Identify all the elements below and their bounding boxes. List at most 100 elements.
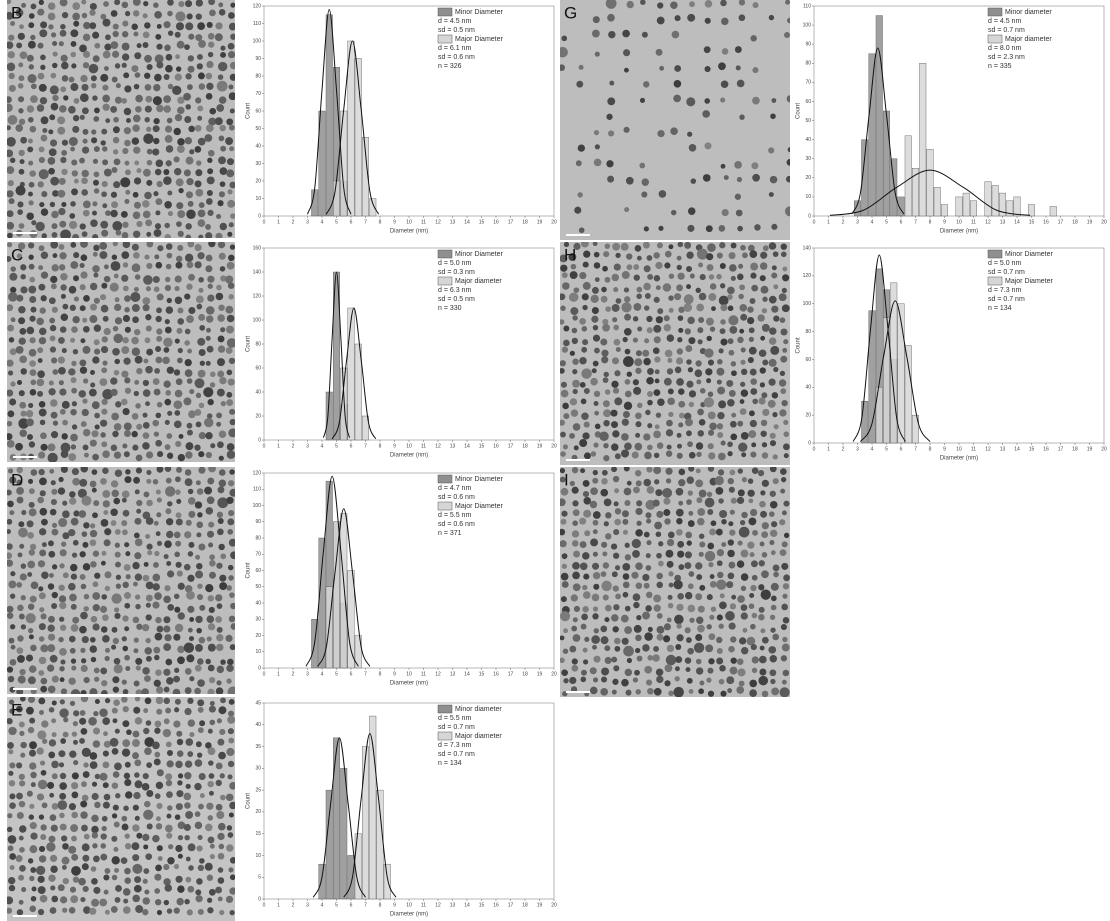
particle: [209, 791, 214, 796]
particle: [69, 636, 76, 643]
particle: [101, 561, 106, 566]
particle: [741, 604, 748, 611]
particle: [653, 252, 659, 258]
particle: [715, 476, 724, 485]
particle: [634, 443, 642, 451]
particle: [612, 626, 618, 632]
particle: [230, 34, 236, 40]
particle: [178, 231, 184, 237]
particle: [30, 544, 36, 550]
particle: [57, 190, 65, 198]
particle: [93, 887, 100, 894]
particle: [177, 358, 183, 364]
particle: [635, 412, 642, 419]
particle: [69, 286, 77, 294]
particle: [196, 628, 202, 634]
particle: [115, 297, 120, 302]
particle: [94, 802, 101, 809]
particle: [584, 388, 590, 394]
particle: [188, 551, 193, 556]
x-tick-label: 12: [435, 671, 441, 677]
particle: [730, 421, 737, 428]
particle: [122, 498, 127, 503]
particle: [698, 339, 703, 344]
particle: [174, 668, 179, 673]
particle: [634, 358, 642, 366]
particle: [156, 803, 162, 809]
particle: [217, 200, 223, 206]
particle: [40, 307, 46, 313]
particle: [93, 728, 100, 735]
particle: [173, 720, 180, 727]
particle: [229, 592, 235, 598]
particle: [217, 833, 224, 840]
particle: [145, 106, 152, 113]
particle: [781, 400, 787, 406]
particle: [122, 337, 128, 343]
particle: [716, 274, 721, 279]
particle: [605, 277, 611, 283]
particle: [126, 118, 131, 123]
particle: [195, 125, 202, 132]
particle: [40, 490, 46, 496]
particle: [100, 14, 106, 20]
particle: [207, 478, 214, 485]
particle: [685, 418, 693, 426]
particle: [634, 625, 642, 633]
particle: [645, 512, 651, 518]
particle: [164, 74, 170, 80]
particle: [135, 594, 140, 599]
particle: [113, 847, 118, 852]
particle: [227, 232, 232, 237]
particle: [90, 481, 97, 488]
x-tick-label: 15: [479, 443, 485, 449]
particle: [8, 370, 13, 375]
particle: [185, 329, 191, 335]
particle: [38, 265, 43, 270]
particle: [39, 508, 47, 516]
particle: [783, 431, 789, 437]
x-tick-label: 9: [943, 446, 946, 452]
particle: [70, 52, 76, 58]
y-tick-label: 110: [253, 21, 261, 27]
particle: [719, 510, 727, 518]
particle: [112, 782, 118, 788]
particle: [134, 177, 141, 184]
y-tick-label: 80: [255, 341, 261, 347]
particle: [82, 748, 91, 757]
particle: [7, 233, 13, 239]
particle: [219, 191, 225, 197]
particle: [16, 295, 23, 302]
particle: [58, 477, 63, 482]
particle: [133, 231, 140, 238]
particle: [167, 191, 172, 196]
particle: [134, 552, 141, 559]
y-tick-label: 80: [255, 73, 261, 79]
particle: [114, 304, 121, 311]
particle: [196, 741, 202, 747]
particle: [115, 793, 120, 798]
particle: [19, 614, 25, 620]
particle: [178, 854, 183, 859]
particle: [72, 2, 80, 10]
particle: [759, 656, 767, 664]
legend-stat: d = 7.3 nm: [988, 287, 1021, 294]
particle: [205, 232, 212, 239]
particle: [593, 520, 599, 526]
particle: [124, 108, 132, 116]
particle: [759, 607, 765, 613]
y-tick-label: 80: [805, 61, 811, 67]
particle: [719, 601, 727, 609]
particle: [647, 391, 653, 397]
particle: [602, 470, 608, 476]
x-tick-label: 10: [956, 446, 962, 452]
particle: [6, 529, 11, 534]
particle: [134, 391, 139, 396]
particle: [674, 80, 682, 88]
y-tick-label: 120: [253, 293, 262, 299]
particle: [48, 443, 56, 451]
particle: [90, 440, 97, 447]
particle: [82, 170, 89, 177]
x-tick-label: 17: [508, 671, 514, 677]
particle: [773, 564, 780, 571]
